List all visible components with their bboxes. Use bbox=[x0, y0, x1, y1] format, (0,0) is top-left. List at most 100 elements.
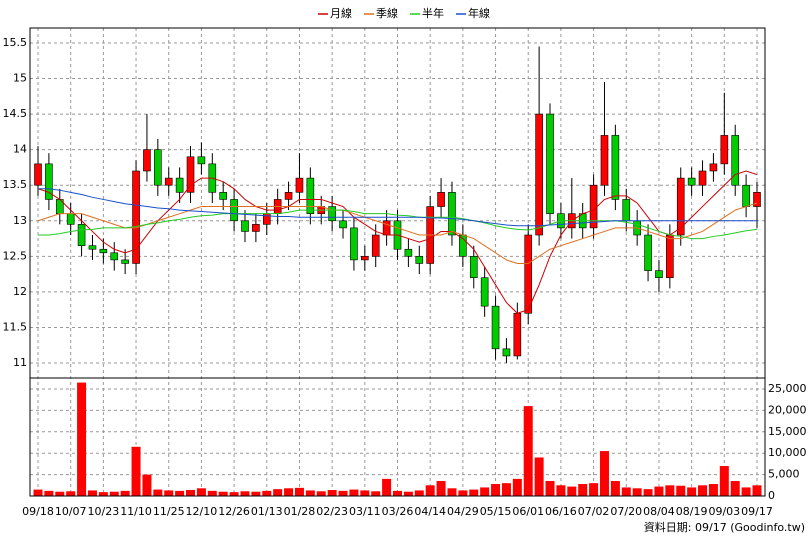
x-tick-label: 01/13 bbox=[251, 505, 283, 518]
candle-body bbox=[306, 177, 315, 214]
candle-body bbox=[600, 135, 609, 186]
volume-bar bbox=[567, 486, 577, 496]
legend-label: 月線 bbox=[330, 6, 352, 20]
volume-bar bbox=[164, 490, 174, 496]
candle-body bbox=[219, 192, 227, 200]
volume-bar bbox=[109, 491, 119, 496]
volume-bar bbox=[480, 487, 490, 496]
candle-body bbox=[502, 348, 511, 357]
x-tick-label: 03/26 bbox=[382, 505, 414, 518]
volume-bar bbox=[414, 490, 424, 496]
x-tick-label: 04/29 bbox=[447, 505, 479, 518]
candle-body bbox=[448, 192, 456, 236]
candle-body bbox=[110, 252, 119, 261]
y2-tick-label: 25,000 bbox=[768, 382, 807, 395]
volume-bar bbox=[752, 485, 762, 496]
volume-bar bbox=[240, 491, 250, 496]
candle-body bbox=[644, 234, 652, 271]
volume-bar bbox=[316, 491, 326, 496]
candle-body bbox=[186, 156, 195, 193]
x-tick-label: 05/15 bbox=[480, 505, 512, 518]
x-tick-label: 06/01 bbox=[512, 505, 544, 518]
candle-body bbox=[731, 135, 740, 186]
volume-bar bbox=[338, 490, 348, 496]
y-tick-label: 14.5 bbox=[3, 107, 28, 120]
volume-bar bbox=[589, 483, 599, 496]
ma-line bbox=[37, 202, 758, 264]
x-tick-label: 09/17 bbox=[741, 505, 773, 518]
x-tick-label: 01/28 bbox=[284, 505, 316, 518]
candle-body bbox=[469, 256, 478, 278]
volume-bar bbox=[610, 481, 620, 496]
volume-bar bbox=[698, 485, 708, 496]
x-tick-label: 11/25 bbox=[153, 505, 185, 518]
ma-line bbox=[38, 188, 757, 227]
candle-body bbox=[622, 199, 631, 222]
y-tick-label: 12.5 bbox=[3, 249, 28, 262]
volume-frame bbox=[29, 377, 766, 497]
candle-body bbox=[350, 227, 358, 261]
y2-tick-label: 0 bbox=[768, 489, 775, 502]
x-tick-label: 09/18 bbox=[22, 505, 54, 518]
volume-bar bbox=[229, 492, 239, 496]
y-tick-label: 14 bbox=[13, 143, 27, 156]
candle-body bbox=[45, 163, 53, 200]
volume-bar bbox=[66, 491, 76, 496]
volume-bar bbox=[447, 488, 457, 496]
candle-body bbox=[404, 248, 413, 257]
volume-bar bbox=[33, 489, 43, 496]
candle-body bbox=[524, 234, 533, 314]
candle-body bbox=[77, 224, 86, 246]
y-tick-label: 15.5 bbox=[3, 36, 28, 49]
volume-bar bbox=[719, 466, 729, 496]
volume-bar bbox=[120, 490, 130, 496]
y2-tick-label: 5,000 bbox=[768, 468, 800, 481]
y-tick-label: 12 bbox=[13, 285, 27, 298]
candle-body bbox=[698, 170, 707, 186]
volume-bar bbox=[436, 481, 446, 496]
y-tick-label: 15 bbox=[13, 72, 27, 85]
candle-body bbox=[121, 259, 129, 264]
candle-body bbox=[437, 192, 445, 207]
volume-bar bbox=[251, 491, 261, 496]
volume-bar bbox=[273, 489, 283, 496]
candle-body bbox=[241, 220, 249, 232]
x-tick-label: 12/10 bbox=[186, 505, 218, 518]
volume-bar bbox=[708, 484, 718, 496]
volume-bar bbox=[512, 478, 522, 496]
volume-bar bbox=[676, 485, 686, 496]
volume-bar bbox=[44, 490, 54, 496]
volume-bar bbox=[207, 490, 217, 496]
candle-body bbox=[742, 184, 750, 207]
volume-bar bbox=[349, 489, 359, 496]
candle-body bbox=[328, 206, 336, 222]
candle-body bbox=[589, 184, 598, 229]
volume-bar bbox=[294, 487, 304, 496]
volume-bar bbox=[741, 487, 751, 496]
volume-bar bbox=[534, 457, 544, 496]
x-tick-label: 06/16 bbox=[545, 505, 577, 518]
candle-body bbox=[284, 192, 293, 200]
y-tick-label: 13 bbox=[13, 214, 27, 227]
volume-bar bbox=[501, 483, 511, 496]
volume-bar bbox=[458, 490, 468, 496]
volume-bar bbox=[327, 490, 337, 496]
candle-body bbox=[535, 113, 543, 236]
candle-body bbox=[491, 305, 500, 350]
x-tick-label: 08/19 bbox=[676, 505, 708, 518]
candle-body bbox=[99, 248, 108, 254]
candle-body bbox=[34, 163, 42, 186]
candle-body bbox=[339, 220, 347, 229]
candle-body bbox=[687, 177, 696, 186]
y2-tick-label: 20,000 bbox=[768, 403, 807, 416]
volume-bar bbox=[87, 490, 97, 496]
ma-line bbox=[38, 209, 758, 240]
volume-bar bbox=[98, 492, 108, 496]
x-tick-label: 10/23 bbox=[88, 505, 120, 518]
candle-body bbox=[676, 177, 685, 236]
legend-label: 季線 bbox=[376, 6, 398, 20]
candle-body bbox=[88, 245, 97, 250]
x-tick-label: 03/11 bbox=[349, 505, 381, 518]
volume-bar bbox=[196, 488, 206, 496]
